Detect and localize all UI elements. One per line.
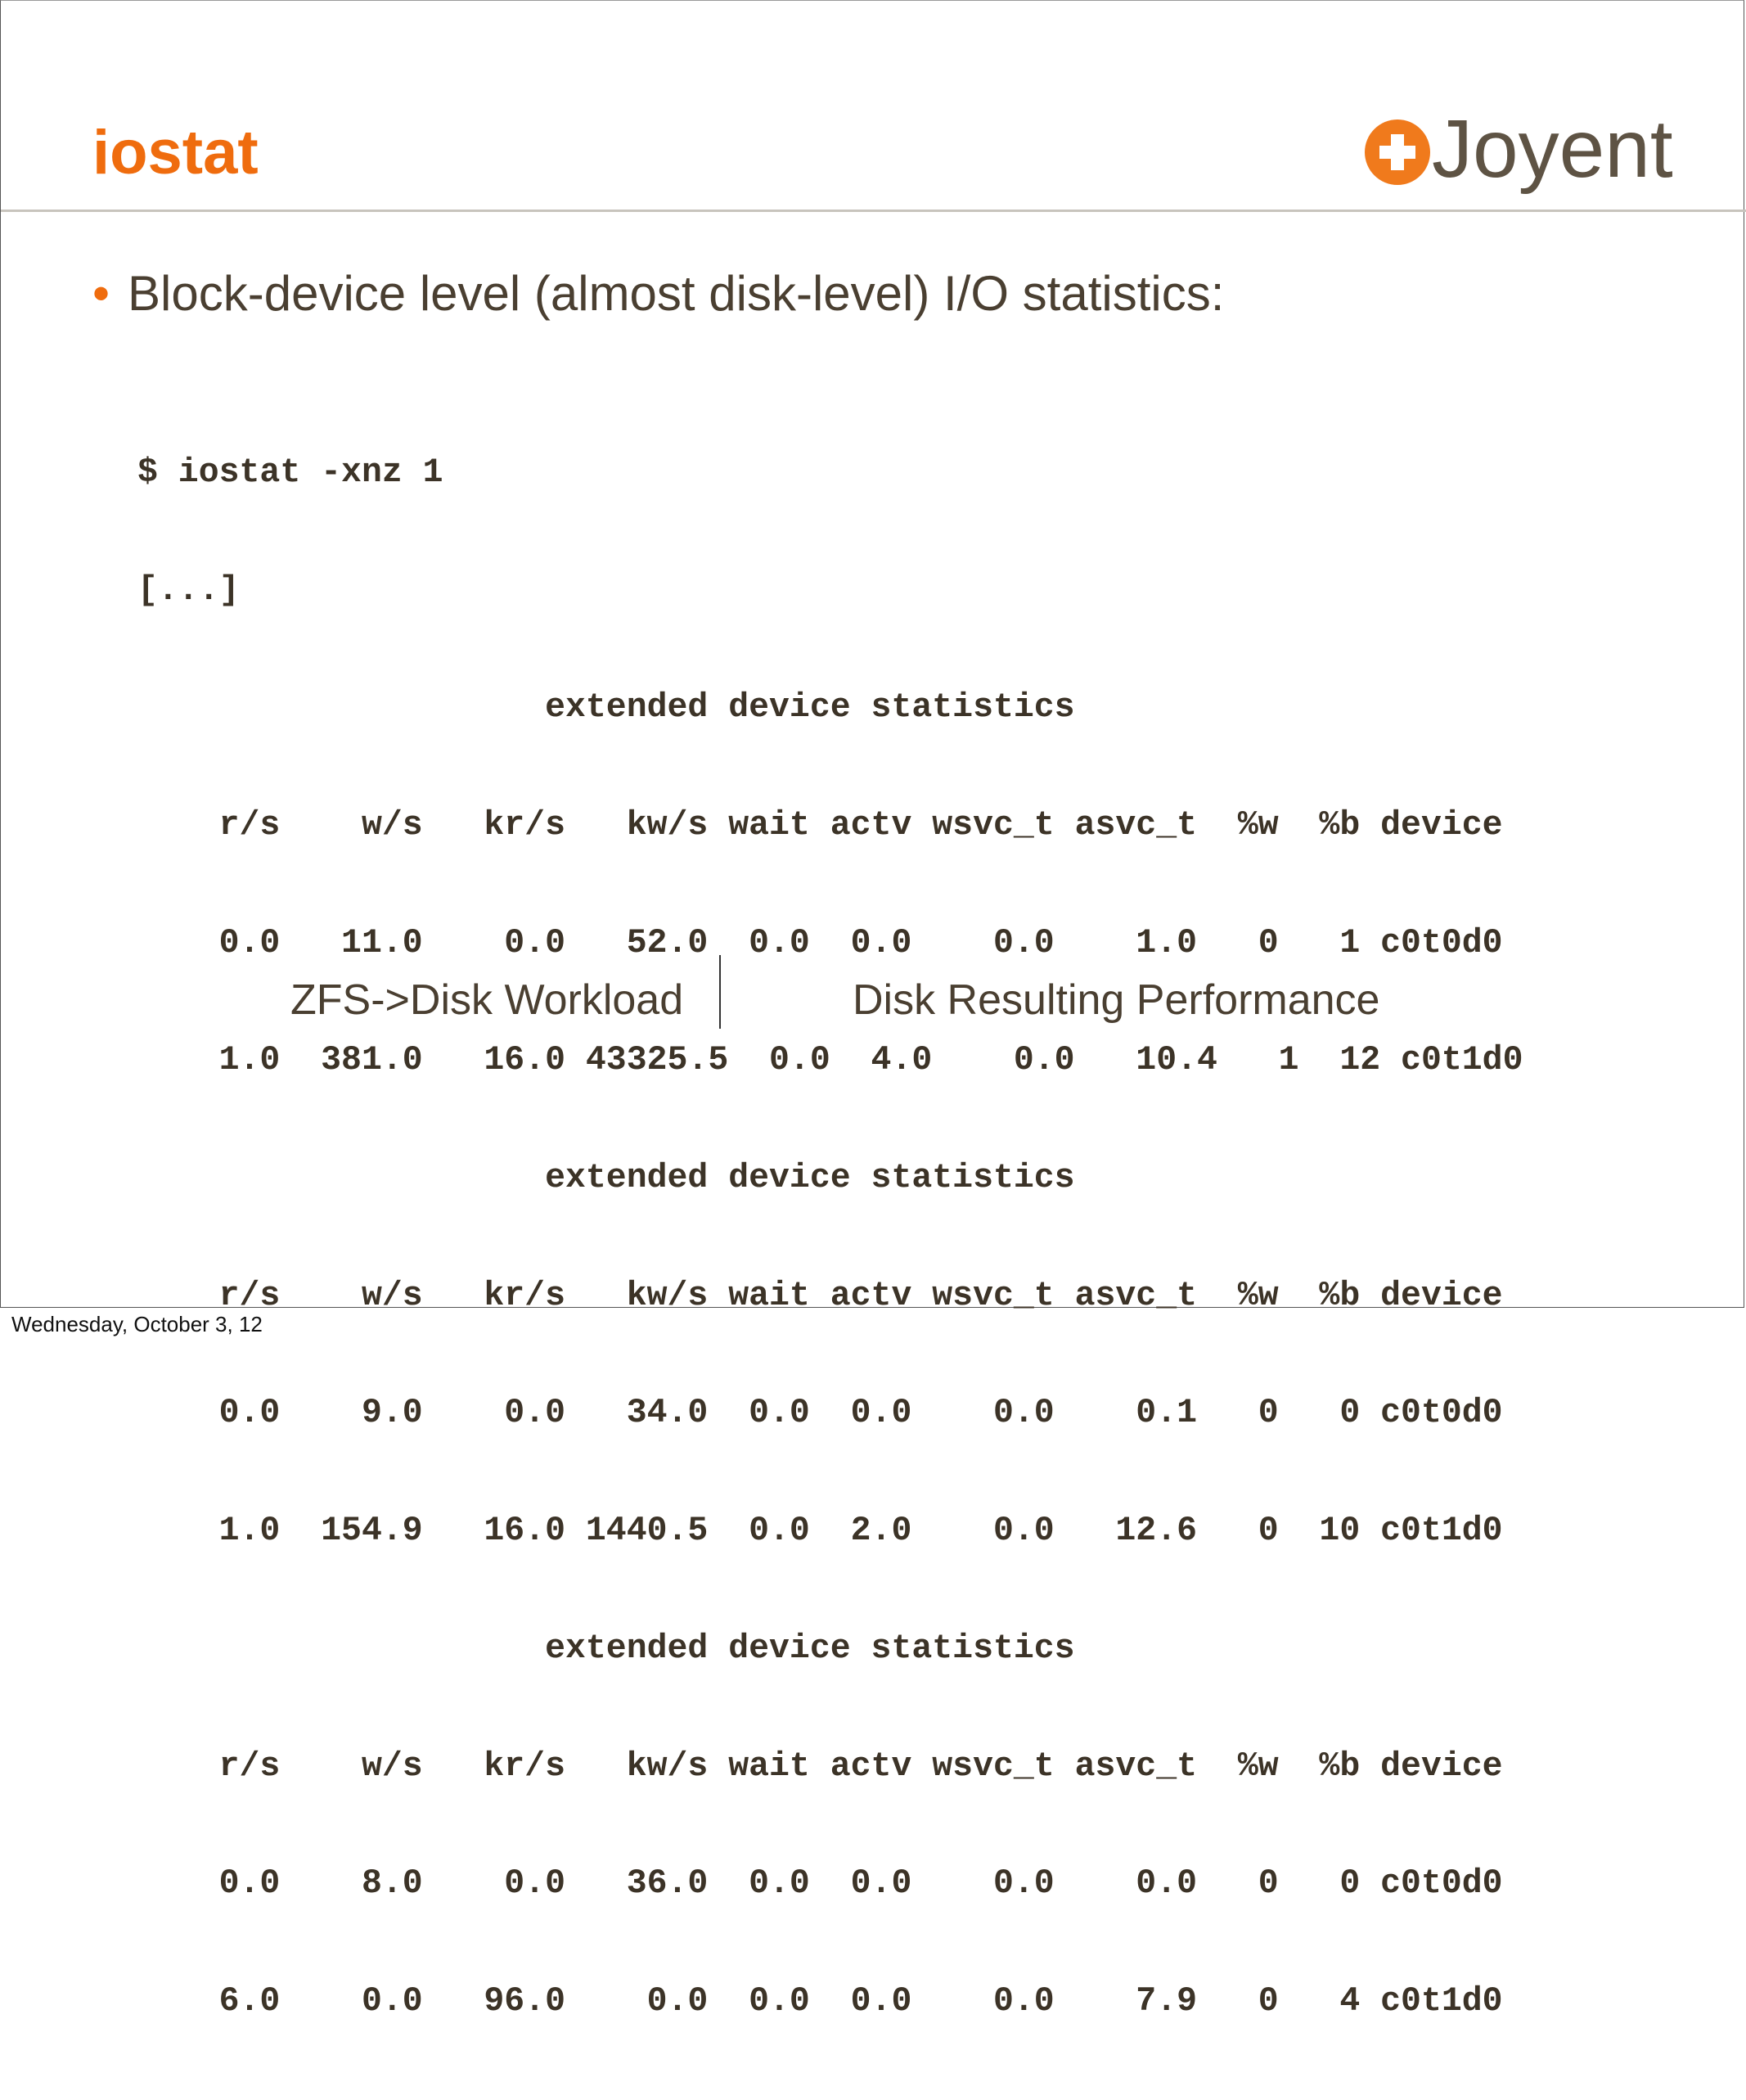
terminal-line: 0.0 8.0 0.0 36.0 0.0 0.0 0.0 0.0 0 0 c0t… — [137, 1864, 1503, 1904]
terminal-line: extended device statistics — [137, 1159, 1075, 1198]
terminal-line: r/s w/s kr/s kw/s wait actv wsvc_t asvc_… — [137, 805, 1503, 845]
terminal-line: r/s w/s kr/s kw/s wait actv wsvc_t asvc_… — [137, 1746, 1503, 1786]
slide: iostat Joyent • Block-device level (almos… — [0, 0, 1746, 2021]
workload-label: ZFS->Disk Workload — [290, 976, 684, 1024]
slide-title: iostat — [92, 118, 259, 187]
bullet-icon: • — [92, 266, 110, 321]
label-divider — [719, 955, 721, 1029]
logo-text: Joyent — [1432, 103, 1673, 195]
terminal-line: 6.0 0.0 96.0 0.0 0.0 0.0 0.0 7.9 0 4 c0t… — [137, 1981, 1503, 2021]
terminal-line: 0.0 9.0 0.0 34.0 0.0 0.0 0.0 0.1 0 0 c0t… — [137, 1394, 1503, 1433]
terminal-line: 1.0 154.9 16.0 1440.5 0.0 2.0 0.0 12.6 0… — [137, 1512, 1503, 1551]
terminal-line: r/s w/s kr/s kw/s wait actv wsvc_t asvc_… — [137, 1276, 1503, 1315]
plus-circle-icon — [1365, 119, 1430, 185]
terminal-line: extended device statistics — [137, 688, 1075, 728]
performance-label: Disk Resulting Performance — [853, 976, 1380, 1024]
terminal-line: extended device statistics — [137, 1629, 1075, 1668]
terminal-line: [...] — [137, 570, 240, 610]
header-divider — [1, 210, 1746, 212]
terminal-line: 1.0 381.0 16.0 43325.5 0.0 4.0 0.0 10.4 … — [137, 1041, 1523, 1080]
bullet-point: • Block-device level (almost disk-level) … — [92, 264, 1224, 323]
footer-date: Wednesday, October 3, 12 — [11, 1312, 263, 1336]
bullet-text: Block-device level (almost disk-level) I… — [128, 266, 1225, 321]
iostat-output: $ iostat -xnz 1 [...] extended device st… — [137, 375, 1523, 2100]
terminal-line: $ iostat -xnz 1 — [137, 453, 443, 492]
terminal-line: 0.0 11.0 0.0 52.0 0.0 0.0 0.0 1.0 0 1 c0… — [137, 923, 1503, 962]
